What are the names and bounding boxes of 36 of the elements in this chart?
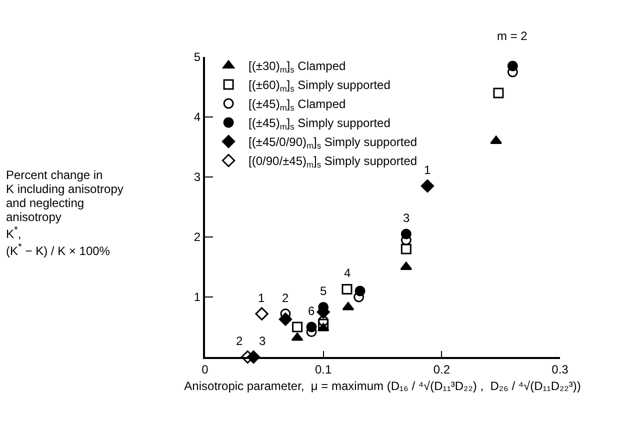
point <box>342 284 352 294</box>
point <box>493 88 504 98</box>
annotation: 3 <box>403 211 410 225</box>
point <box>342 302 354 310</box>
annotation: m = 2 <box>497 29 528 43</box>
annotation: 6 <box>308 304 315 318</box>
annotation: 3 <box>259 334 266 348</box>
point <box>292 322 303 332</box>
annotation: 4 <box>344 266 351 280</box>
text: Percent change in K including anisotropy and neglecting anisotropy K$^{*}$, (K$^{*}$ − K) / K × 100% <box>6 168 124 258</box>
y-tick-label: 1 <box>194 290 201 304</box>
annotation: 2 <box>236 334 243 348</box>
point <box>255 307 268 320</box>
point <box>400 244 412 254</box>
annotation: 5 <box>320 284 327 298</box>
legend-label: [(±45/0/90)$_{m}$]$_{s}$ Simply supported <box>248 135 418 151</box>
x-tick-label: 0.2 <box>433 362 450 376</box>
legend-label: [(±45)$_{m}$]$_{s}$ Clamped <box>248 97 346 113</box>
annotation: 1 <box>258 291 265 305</box>
legend-label: [(±30)$_{m}$]$_{s}$ Clamped <box>248 59 346 75</box>
point <box>318 318 329 330</box>
x-tick-label: 0.1 <box>314 362 332 376</box>
y-tick-label: 2 <box>194 230 201 244</box>
annotation: 1 <box>424 163 431 177</box>
legend-label: [(0/90/±45)$_{m}$]$_{s}$ Simply supported <box>248 154 418 170</box>
point <box>420 179 434 193</box>
point <box>354 292 364 302</box>
x-tick-label: 0 <box>202 362 209 376</box>
legend-label: [(±45)$_{m}$]$_{s}$ Simply supported <box>248 116 390 132</box>
x-tick-label: 0.3 <box>552 362 569 376</box>
legend-label: [(±60)$_{m}$]$_{s}$ Simply supported <box>248 78 390 94</box>
x-axis-title: Anisotropic parameter, μ = maximum (D₁₆ / ⁴√(D₁₁³D₂₂) , D₂₆ / ⁴√(D₁₁D₂₂³)) <box>184 378 581 393</box>
y-tick-label: 5 <box>194 50 201 64</box>
annotation: 2 <box>282 291 289 305</box>
y-tick-label: 4 <box>194 110 201 124</box>
y-tick-label: 3 <box>194 170 201 184</box>
